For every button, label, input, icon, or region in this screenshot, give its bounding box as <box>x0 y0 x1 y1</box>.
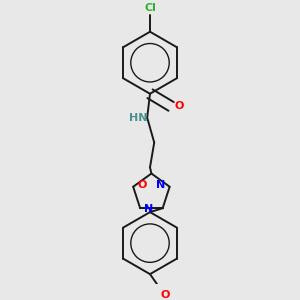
Text: HN: HN <box>129 113 147 123</box>
Text: N: N <box>144 204 153 214</box>
Text: Cl: Cl <box>144 3 156 14</box>
Text: N: N <box>156 180 166 190</box>
Text: O: O <box>161 290 170 300</box>
Text: O: O <box>175 101 184 111</box>
Text: O: O <box>137 180 146 190</box>
